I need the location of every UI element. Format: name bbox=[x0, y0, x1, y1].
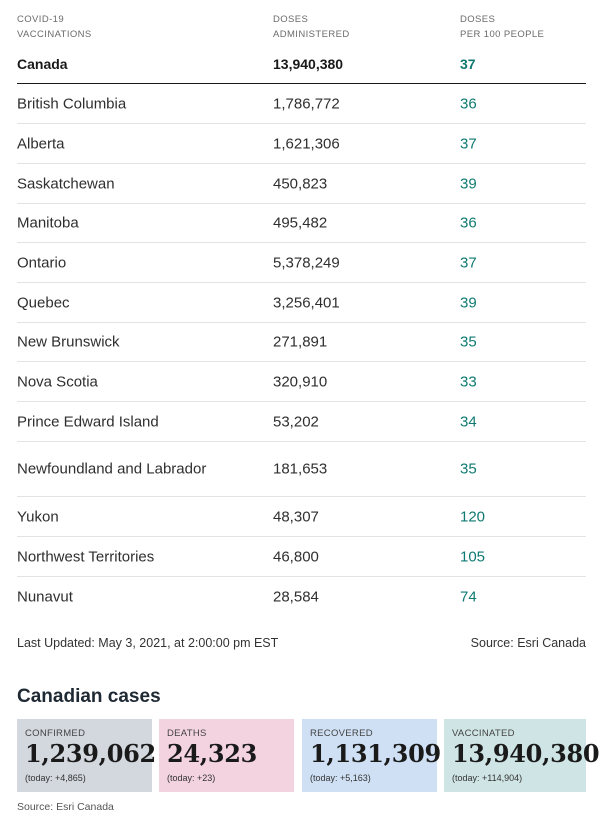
province-per100: 74 bbox=[460, 588, 477, 606]
table-row: Northwest Territories 46,800 105 bbox=[17, 537, 586, 577]
recovered-label: RECOVERED bbox=[310, 728, 373, 739]
province-name: Quebec bbox=[17, 294, 70, 311]
province-name: Saskatchewan bbox=[17, 175, 115, 192]
province-doses: 53,202 bbox=[273, 413, 319, 430]
header-vaccinations: COVID-19 VACCINATIONS bbox=[17, 14, 92, 40]
province-doses: 181,653 bbox=[273, 460, 328, 478]
province-name: New Brunswick bbox=[17, 333, 120, 351]
cases-source: Source: Esri Canada bbox=[17, 801, 114, 813]
confirmed-label: CONFIRMED bbox=[25, 728, 86, 739]
source-label: Source: Esri Canada bbox=[470, 636, 586, 650]
total-name: Canada bbox=[17, 56, 68, 72]
table-row: Manitoba 495,482 36 bbox=[17, 204, 586, 243]
vaccinated-card: VACCINATED 13,940,380 (today: +114,904) bbox=[444, 719, 600, 792]
cases-title: Canadian cases bbox=[17, 686, 161, 707]
deaths-card: DEATHS 24,323 (today: +23) bbox=[159, 719, 294, 792]
confirmed-card: CONFIRMED 1,239,062 (today: +4,865) bbox=[17, 719, 156, 792]
table-row: British Columbia 1,786,772 36 bbox=[17, 84, 586, 124]
province-doses: 450,823 bbox=[273, 175, 328, 192]
confirmed-value: 1,239,062 bbox=[25, 739, 156, 768]
province-name: Nova Scotia bbox=[17, 373, 98, 390]
province-per100: 33 bbox=[460, 373, 477, 390]
province-name: Yukon bbox=[17, 508, 59, 525]
province-per100: 34 bbox=[460, 413, 477, 430]
province-per100: 37 bbox=[460, 254, 477, 271]
province-doses: 320,910 bbox=[273, 373, 328, 390]
province-per100: 36 bbox=[460, 214, 477, 232]
table-header: COVID-19 VACCINATIONS DOSES ADMINISTERED… bbox=[17, 0, 586, 84]
province-per100: 35 bbox=[460, 333, 477, 351]
province-doses: 28,584 bbox=[273, 588, 319, 606]
table-row: Newfoundland and Labrador 181,653 35 bbox=[17, 442, 586, 497]
deaths-value: 24,323 bbox=[167, 739, 258, 768]
recovered-card: RECOVERED 1,131,309 (today: +5,163) bbox=[302, 719, 441, 792]
header-doses-per-100: DOSES PER 100 PEOPLE bbox=[460, 14, 545, 40]
province-name: Manitoba bbox=[17, 214, 79, 232]
last-updated: Last Updated: May 3, 2021, at 2:00:00 pm… bbox=[17, 636, 279, 650]
recovered-value: 1,131,309 bbox=[310, 739, 441, 768]
total-per100: 37 bbox=[460, 56, 476, 72]
province-name: Nunavut bbox=[17, 588, 73, 606]
province-per100: 39 bbox=[460, 294, 477, 311]
province-name: British Columbia bbox=[17, 95, 127, 112]
province-name: Newfoundland and Labrador bbox=[17, 460, 207, 478]
table-row: Alberta 1,621,306 37 bbox=[17, 124, 586, 164]
table-row: Nunavut 28,584 74 bbox=[17, 577, 586, 617]
province-per100: 37 bbox=[460, 135, 477, 152]
province-name: Ontario bbox=[17, 254, 67, 271]
vaccinated-today: (today: +114,904) bbox=[452, 773, 523, 783]
province-per100: 39 bbox=[460, 175, 477, 192]
province-per100: 105 bbox=[460, 548, 486, 565]
province-doses: 46,800 bbox=[273, 548, 319, 565]
table-footer: Last Updated: May 3, 2021, at 2:00:00 pm… bbox=[17, 636, 586, 650]
province-per100: 36 bbox=[460, 95, 477, 112]
recovered-today: (today: +5,163) bbox=[310, 773, 371, 783]
province-name: Alberta bbox=[17, 135, 65, 152]
province-per100: 120 bbox=[460, 508, 486, 525]
table-row: Saskatchewan 450,823 39 bbox=[17, 164, 586, 204]
province-doses: 1,786,772 bbox=[273, 95, 340, 112]
table-row: Yukon 48,307 120 bbox=[17, 497, 586, 537]
table-row: Prince Edward Island 53,202 34 bbox=[17, 402, 586, 442]
province-per100: 35 bbox=[460, 460, 477, 478]
confirmed-today: (today: +4,865) bbox=[25, 773, 86, 783]
province-name: Prince Edward Island bbox=[17, 413, 159, 430]
table-row: Ontario 5,378,249 37 bbox=[17, 243, 586, 283]
header-doses-administered: DOSES ADMINISTERED bbox=[273, 14, 350, 40]
deaths-today: (today: +23) bbox=[167, 773, 216, 783]
case-cards: CONFIRMED 1,239,062 (today: +4,865) DEAT… bbox=[17, 719, 600, 792]
province-doses: 495,482 bbox=[273, 214, 328, 232]
deaths-label: DEATHS bbox=[167, 728, 207, 739]
table-row: Quebec 3,256,401 39 bbox=[17, 283, 586, 323]
province-name: Northwest Territories bbox=[17, 548, 155, 565]
vaccination-table: COVID-19 VACCINATIONS DOSES ADMINISTERED… bbox=[17, 0, 586, 617]
table-row: Nova Scotia 320,910 33 bbox=[17, 362, 586, 402]
province-doses: 3,256,401 bbox=[273, 294, 340, 311]
province-doses: 271,891 bbox=[273, 333, 328, 351]
vaccinated-value: 13,940,380 bbox=[452, 739, 600, 768]
province-doses: 1,621,306 bbox=[273, 135, 340, 152]
total-doses: 13,940,380 bbox=[273, 56, 344, 72]
province-doses: 5,378,249 bbox=[273, 254, 340, 271]
province-doses: 48,307 bbox=[273, 508, 319, 525]
vaccinated-label: VACCINATED bbox=[452, 728, 515, 739]
table-row: New Brunswick 271,891 35 bbox=[17, 323, 586, 362]
province-rows: British Columbia 1,786,772 36 Alberta 1,… bbox=[17, 84, 586, 617]
